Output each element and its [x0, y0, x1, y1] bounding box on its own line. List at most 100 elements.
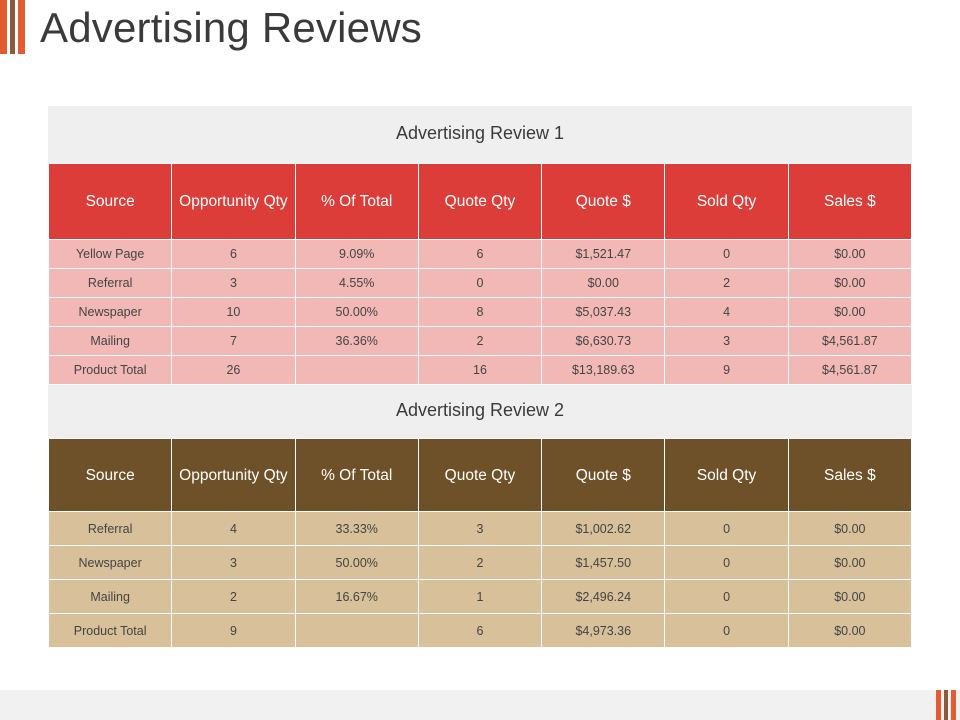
- footer-band: [0, 690, 960, 720]
- table-row: Product Total 9 6 $4,973.36 0 $0.00: [47, 613, 913, 648]
- table-cell: 50.00%: [294, 297, 419, 327]
- table-cell: 6: [171, 239, 296, 269]
- table-cell: $0.00: [787, 511, 913, 546]
- column-header: % Of Total: [294, 438, 419, 512]
- table-cell: $0.00: [787, 297, 913, 327]
- column-header: Quote $: [541, 438, 666, 512]
- table-cell: [294, 613, 419, 648]
- table-cell: Referral: [47, 511, 173, 546]
- table-cell: 3: [417, 511, 543, 546]
- table-cell: $1,002.62: [541, 511, 666, 546]
- table-cell: Product Total: [47, 355, 173, 385]
- table-cell: $0.00: [787, 268, 913, 298]
- review1-header-row: Source Opportunity Qty% Of Total Quote Qty…: [47, 163, 913, 240]
- table-cell: 6: [417, 239, 543, 269]
- table-cell: $4,973.36: [541, 613, 666, 648]
- column-header: Sold Qty: [664, 163, 789, 240]
- table-cell: Yellow Page: [47, 239, 173, 269]
- title-accent-bars: [0, 0, 30, 54]
- table-cell: 36.36%: [294, 326, 419, 356]
- table-cell: 3: [664, 326, 789, 356]
- table-cell: 4.55%: [294, 268, 419, 298]
- table-cell: Mailing: [47, 326, 173, 356]
- table-cell: 50.00%: [294, 545, 419, 580]
- table-cell: $13,189.63: [541, 355, 666, 385]
- table-cell: 0: [664, 545, 789, 580]
- table-cell: Product Total: [47, 613, 173, 648]
- table-cell: $2,496.24: [541, 579, 666, 614]
- table-cell: 9.09%: [294, 239, 419, 269]
- table-row: Newspaper 10 50.00% 8 $5,037.43 4 $0.00: [47, 297, 913, 327]
- column-header: Sales $: [787, 163, 913, 240]
- table-cell: 0: [664, 579, 789, 614]
- footer-accent-bars: [936, 690, 960, 720]
- column-header: Sales $: [787, 438, 913, 512]
- table-cell: 3: [171, 268, 296, 298]
- table-cell: 2: [417, 545, 543, 580]
- accent-bar: [951, 690, 956, 720]
- table-cell: [294, 355, 419, 385]
- accent-bar: [936, 690, 941, 720]
- table-cell: $0.00: [787, 579, 913, 614]
- table-cell: 2: [664, 268, 789, 298]
- table-cell: 4: [171, 511, 296, 546]
- table-cell: 9: [664, 355, 789, 385]
- column-header: Opportunity Qty: [171, 438, 296, 512]
- accent-bar: [944, 690, 948, 720]
- accent-bar: [0, 0, 7, 54]
- table-cell: 10: [171, 297, 296, 327]
- table-cell: $1,521.47: [541, 239, 666, 269]
- table-cell: Mailing: [47, 579, 173, 614]
- table-row: Newspaper 3 50.00% 2 $1,457.50 0 $0.00: [47, 545, 913, 580]
- review-panel: Advertising Review 1 Source Opportunity Q…: [47, 106, 913, 648]
- table-cell: $4,561.87: [787, 326, 913, 356]
- table-cell: $5,037.43: [541, 297, 666, 327]
- column-header: % Of Total: [294, 163, 419, 240]
- column-header: Source: [47, 438, 173, 512]
- table-row: Yellow Page 6 9.09% 6 $1,521.47 0 $0.00: [47, 239, 913, 269]
- column-header: Quote $: [541, 163, 666, 240]
- review2-table: Source Opportunity Qty% Of Total Quote Qty…: [47, 438, 913, 648]
- column-header: Source: [47, 163, 173, 240]
- column-header: Sold Qty: [664, 438, 789, 512]
- table-cell: 33.33%: [294, 511, 419, 546]
- review1-body: Yellow Page 6 9.09% 6 $1,521.47 0 $0.00 Referra…: [47, 239, 913, 385]
- review2-body: Referral 4 33.33% 3 $1,002.62 0 $0.00 Newspaper…: [47, 511, 913, 648]
- table-cell: $1,457.50: [541, 545, 666, 580]
- table-cell: 3: [171, 545, 296, 580]
- table-row: Mailing 7 36.36% 2 $6,630.73 3 $4,561.87: [47, 326, 913, 356]
- table-cell: 7: [171, 326, 296, 356]
- table-cell: 6: [417, 613, 543, 648]
- table-cell: 8: [417, 297, 543, 327]
- review1-table: Source Opportunity Qty% Of Total Quote Qty…: [47, 163, 913, 385]
- table-cell: 2: [171, 579, 296, 614]
- table-cell: $0.00: [787, 545, 913, 580]
- table-cell: 26: [171, 355, 296, 385]
- table-cell: $4,561.87: [787, 355, 913, 385]
- table-row: Referral 4 33.33% 3 $1,002.62 0 $0.00: [47, 511, 913, 546]
- review2-header-row: Source Opportunity Qty% Of Total Quote Qty…: [47, 438, 913, 512]
- table-cell: $6,630.73: [541, 326, 666, 356]
- table-cell: $0.00: [787, 613, 913, 648]
- table-row: Referral 3 4.55% 0 $0.00 2 $0.00: [47, 268, 913, 298]
- table-row: Mailing 2 16.67% 1 $2,496.24 0 $0.00: [47, 579, 913, 614]
- column-header: Quote Qty: [417, 438, 543, 512]
- table-cell: 1: [417, 579, 543, 614]
- page-title: Advertising Reviews: [40, 4, 422, 51]
- table-cell: 0: [664, 613, 789, 648]
- table-row: Product Total 26 16 $13,189.63 9 $4,561.87: [47, 355, 913, 385]
- accent-bar: [18, 0, 25, 54]
- accent-bar: [10, 0, 15, 54]
- review2-title: Advertising Review 2: [395, 400, 565, 420]
- table-cell: 16: [417, 355, 543, 385]
- table-cell: 0: [664, 239, 789, 269]
- table-cell: $0.00: [541, 268, 666, 298]
- table-cell: Newspaper: [47, 545, 173, 580]
- table-cell: 9: [171, 613, 296, 648]
- table-cell: $0.00: [787, 239, 913, 269]
- table-cell: Newspaper: [47, 297, 173, 327]
- table-cell: 2: [417, 326, 543, 356]
- column-header: Opportunity Qty: [171, 163, 296, 240]
- column-header: Quote Qty: [417, 163, 543, 240]
- review1-title: Advertising Review 1: [395, 123, 565, 143]
